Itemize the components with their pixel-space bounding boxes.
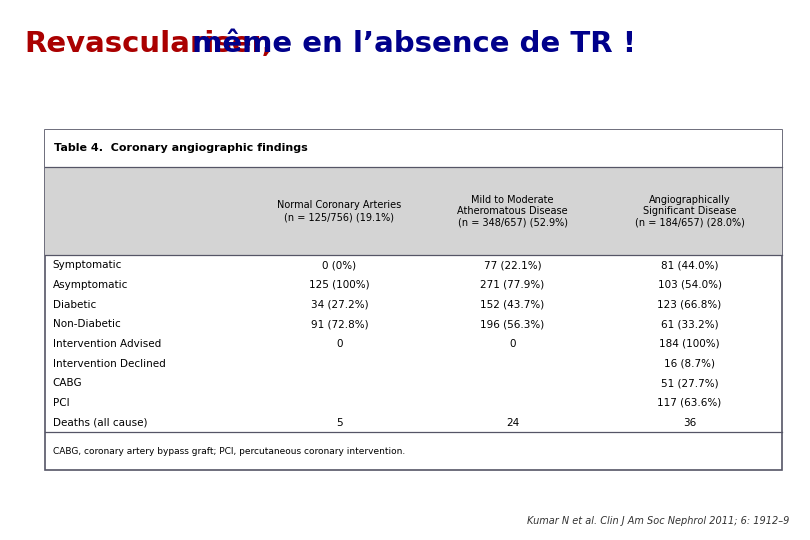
Text: Non-Diabetic: Non-Diabetic [53,319,121,329]
Text: 77 (22.1%): 77 (22.1%) [484,260,541,271]
Text: 61 (33.2%): 61 (33.2%) [661,319,718,329]
Text: 103 (54.0%): 103 (54.0%) [658,280,722,290]
Text: 271 (77.9%): 271 (77.9%) [480,280,545,290]
Text: Asymptomatic: Asymptomatic [53,280,128,290]
Text: 0: 0 [336,339,343,349]
Text: 51 (27.7%): 51 (27.7%) [661,378,718,388]
Text: 36: 36 [683,417,696,428]
Text: Angiographically
Significant Disease
(n = 184/657) (28.0%): Angiographically Significant Disease (n … [634,194,744,228]
Text: 16 (8.7%): 16 (8.7%) [664,359,715,369]
Text: 196 (56.3%): 196 (56.3%) [480,319,545,329]
Text: 0 (0%): 0 (0%) [322,260,356,271]
Text: 5: 5 [336,417,343,428]
Text: 123 (66.8%): 123 (66.8%) [658,300,722,309]
Text: 184 (100%): 184 (100%) [659,339,720,349]
Text: Symptomatic: Symptomatic [53,260,122,271]
Text: 117 (63.6%): 117 (63.6%) [658,398,722,408]
Text: Diabetic: Diabetic [53,300,96,309]
Text: CABG: CABG [53,378,83,388]
Text: Kumar N et al. Clin J Am Soc Nephrol 2011; 6: 1912–9: Kumar N et al. Clin J Am Soc Nephrol 201… [527,516,790,526]
Text: Intervention Advised: Intervention Advised [53,339,161,349]
Text: Deaths (all cause): Deaths (all cause) [53,417,147,428]
Text: PCI: PCI [53,398,70,408]
Text: Revasculariser,: Revasculariser, [24,30,273,58]
Text: 125 (100%): 125 (100%) [309,280,369,290]
Text: Table 4.  Coronary angiographic findings: Table 4. Coronary angiographic findings [54,143,308,153]
Text: Intervention Declined: Intervention Declined [53,359,165,369]
Text: CABG, coronary artery bypass graft; PCI, percutaneous coronary intervention.: CABG, coronary artery bypass graft; PCI,… [53,447,405,456]
Text: Normal Coronary Arteries
(n = 125/756) (19.1%): Normal Coronary Arteries (n = 125/756) (… [277,200,402,222]
Text: même en l’absence de TR !: même en l’absence de TR ! [182,30,637,58]
Text: 152 (43.7%): 152 (43.7%) [480,300,545,309]
Text: Mild to Moderate
Atheromatous Disease
(n = 348/657) (52.9%): Mild to Moderate Atheromatous Disease (n… [458,194,568,228]
Text: 0: 0 [509,339,516,349]
Text: 24: 24 [506,417,519,428]
Text: 34 (27.2%): 34 (27.2%) [310,300,369,309]
Text: 91 (72.8%): 91 (72.8%) [310,319,369,329]
Text: 81 (44.0%): 81 (44.0%) [661,260,718,271]
